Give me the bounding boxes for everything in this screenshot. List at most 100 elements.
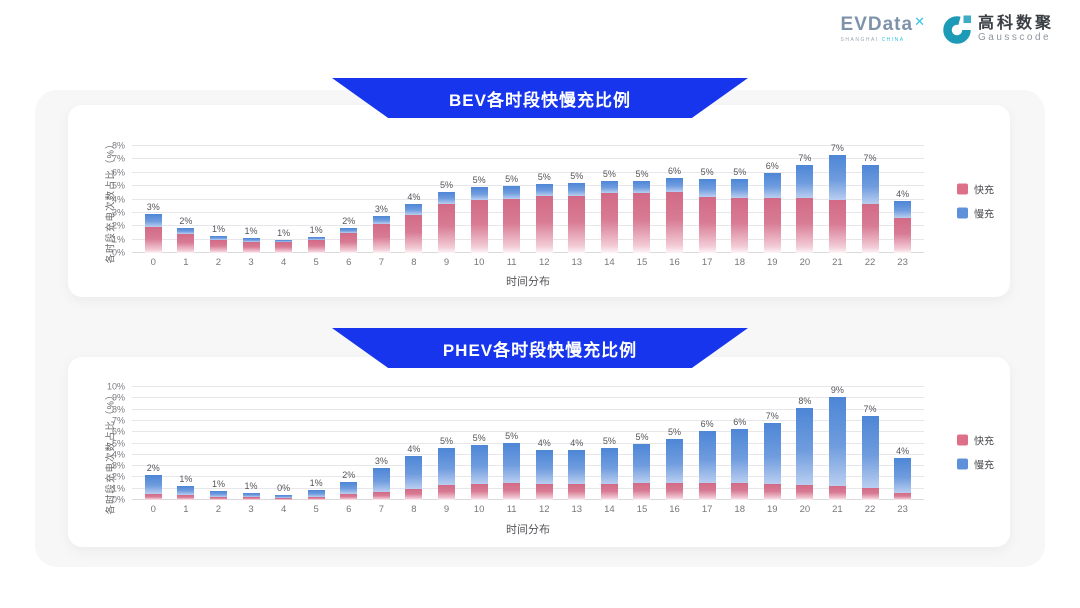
slow-charge-segment — [503, 442, 521, 483]
x-axis-tick-labels: 0 1 2 3 4 5 6 7 8 9 10 11 12 13 14 15 16 17 18 19 20 21 22 23 — [137, 505, 919, 515]
bar-column-hour-9: 5% — [430, 387, 463, 500]
bar-column-hour-21: 7% — [821, 143, 854, 253]
gridline — [132, 408, 924, 410]
bar-column-hour-20: 7% — [789, 146, 822, 253]
x-tick-label: 19 — [766, 257, 778, 268]
gridline — [132, 465, 924, 467]
bar-total-label: 7% — [830, 143, 844, 154]
bar-column-hour-9: 5% — [430, 146, 463, 253]
bar-total-label: 5% — [472, 432, 486, 443]
slow-charge-segment — [405, 204, 423, 215]
legend-item-fast: 快充 — [957, 182, 994, 197]
gridline — [132, 211, 924, 213]
bar-column-hour-16: 6% — [658, 146, 691, 253]
y-tick-label: 0% — [111, 494, 125, 505]
x-tick-label: 13 — [571, 504, 583, 515]
stacked-bar — [535, 449, 553, 500]
bar-column-hour-15: 5% — [626, 146, 659, 253]
stacked-bar — [894, 457, 912, 500]
fast-charge-segment — [731, 483, 749, 500]
bar-column-hour-13: 4% — [561, 387, 594, 500]
fast-charge-segment — [666, 192, 684, 253]
stacked-bar — [731, 429, 749, 500]
x-tick-label: 16 — [669, 257, 680, 268]
stacked-bar — [731, 179, 749, 253]
fast-charge-segment — [600, 484, 618, 500]
stacked-bar — [503, 186, 521, 253]
bar-total-label: 4% — [407, 192, 421, 203]
y-tick-label: 9% — [111, 392, 125, 403]
fast-charge-segment — [470, 199, 488, 253]
x-tick-label: 17 — [701, 257, 713, 268]
fast-charge-segment — [340, 232, 358, 253]
bar-column-hour-18: 6% — [723, 387, 756, 500]
gridline — [132, 225, 924, 227]
x-tick-label: 0 — [150, 257, 156, 268]
x-tick-label: 15 — [636, 257, 648, 268]
stacked-bar — [666, 178, 684, 253]
fast-charge-segment — [894, 217, 912, 253]
bar-column-hour-2: 1% — [202, 387, 235, 500]
fast-charge-segment — [828, 199, 846, 253]
bar-column-hour-20: 8% — [789, 387, 822, 500]
bar-column-hour-23: 4% — [886, 146, 919, 253]
bar-column-hour-16: 5% — [658, 387, 691, 500]
bar-total-label: 5% — [537, 172, 551, 183]
stacked-bar — [177, 228, 195, 253]
bar-total-label: 1% — [179, 474, 193, 485]
bar-total-label: 4% — [896, 445, 910, 456]
x-tick-label: 6 — [346, 257, 352, 268]
bar-column-hour-8: 4% — [398, 146, 431, 253]
gridline — [132, 419, 924, 421]
slow-charge-label: 慢充 — [974, 460, 994, 472]
fast-charge-segment — [861, 488, 879, 500]
fast-charge-segment — [144, 226, 162, 253]
bev-chart-title: BEV各时段快慢充比例 — [449, 90, 631, 110]
slow-charge-segment — [437, 448, 455, 485]
bar-total-label: 1% — [309, 224, 323, 235]
x-tick-label: 4 — [280, 504, 287, 515]
evdata-x-mark: ✕ — [914, 14, 926, 29]
stacked-bar — [242, 238, 260, 253]
bar-column-hour-8: 4% — [398, 387, 431, 500]
bar-total-label: 5% — [602, 168, 616, 179]
fast-charge-segment — [372, 223, 390, 253]
bev-plot-area: 0% 1% 2% 3% 4% 5% 6% 7% 8% 3% 2% 1% 1% 1% 1% 2% 3% 4% 5% 5%… — [112, 141, 924, 267]
phev-chart-card: 各时段充电次数占比（%） 0% 1% 2% 3% 4% 5% 6% 7% 8% 9% 10% 2% 1%… — [68, 357, 1010, 547]
slow-charge-segment — [731, 429, 749, 484]
x-tick-label: 15 — [636, 504, 648, 515]
slow-charge-swatch — [957, 207, 968, 219]
fast-charge-segment — [177, 495, 195, 500]
bar-column-hour-12: 5% — [528, 146, 561, 253]
bar-total-label: 5% — [472, 175, 486, 186]
slow-charge-segment — [633, 444, 651, 484]
x-tick-label: 22 — [864, 257, 876, 268]
fast-charge-segment — [144, 494, 162, 500]
bar-total-label: 5% — [570, 171, 584, 182]
stacked-bar — [307, 236, 325, 253]
slow-charge-segment — [731, 179, 749, 199]
slow-charge-segment — [698, 179, 716, 197]
slow-charge-segment — [242, 238, 260, 242]
y-tick-label: 6% — [111, 167, 125, 178]
bar-total-label: 3% — [374, 456, 388, 467]
stacked-bar — [535, 184, 553, 253]
gridline — [132, 386, 924, 387]
slow-charge-segment — [796, 408, 814, 486]
slow-charge-swatch — [957, 458, 968, 470]
slow-charge-label: 慢充 — [974, 209, 994, 221]
bev-title-banner: BEV各时段快慢充比例 — [332, 78, 748, 118]
x-tick-label: 8 — [411, 504, 417, 515]
slow-charge-segment — [405, 455, 423, 489]
bar-total-label: 7% — [863, 404, 877, 415]
bar-column-hour-6: 2% — [332, 146, 365, 253]
fast-charge-segment — [503, 198, 521, 253]
phev-x-axis-title: 时间分布 — [506, 524, 550, 536]
y-tick-label: 2% — [111, 471, 125, 482]
stacked-bar — [372, 216, 390, 253]
stacked-bar — [666, 439, 684, 500]
bar-total-label: 9% — [830, 385, 844, 396]
slow-charge-segment — [340, 481, 358, 495]
x-tick-label: 11 — [506, 504, 517, 515]
slow-charge-segment — [894, 200, 912, 218]
